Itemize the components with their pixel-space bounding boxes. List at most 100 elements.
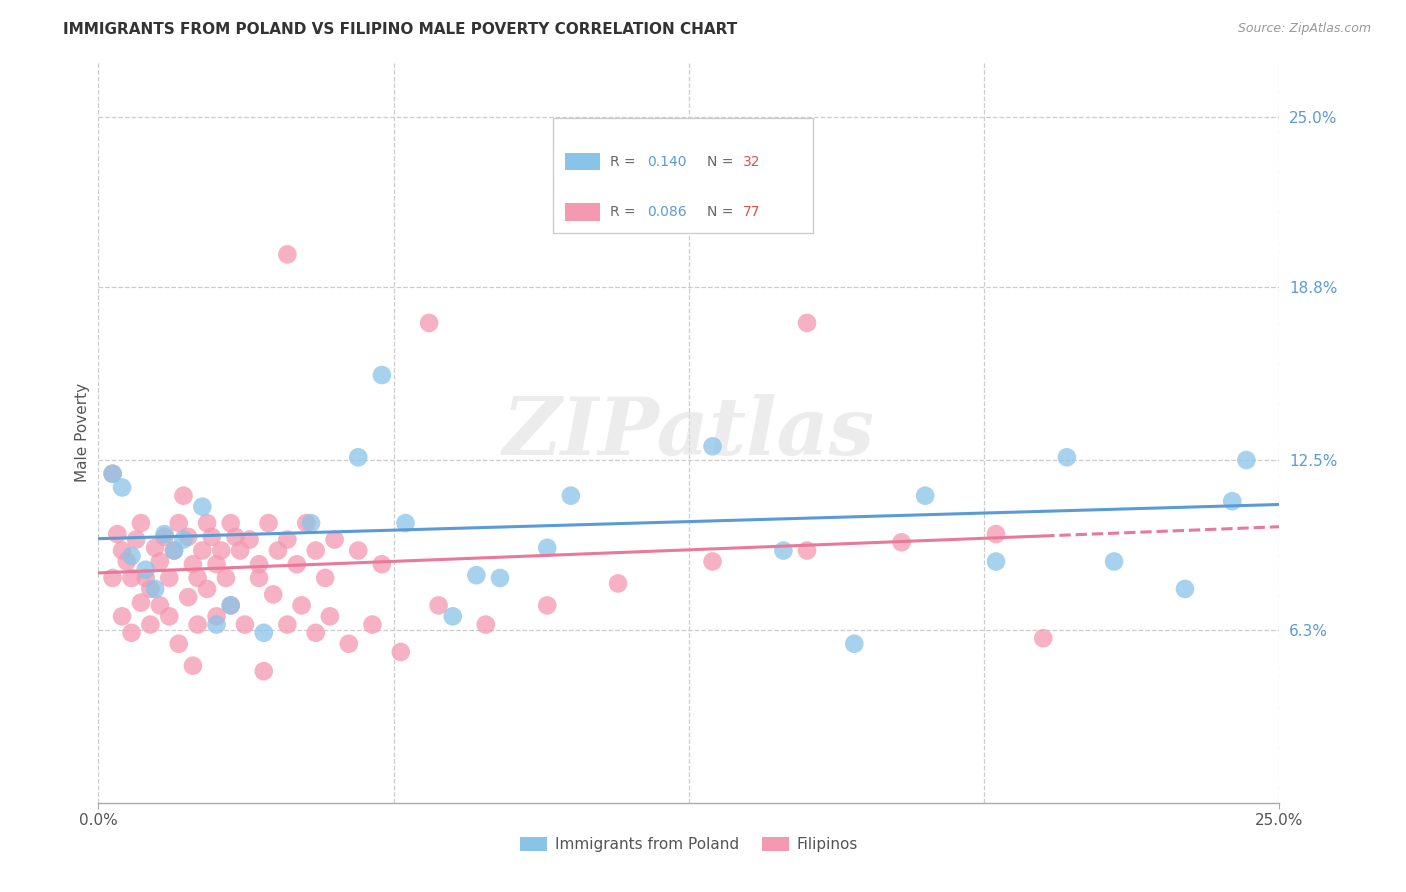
Point: [347, 543, 370, 558]
Point: [191, 500, 214, 514]
Point: [796, 316, 818, 330]
Point: [796, 543, 818, 558]
Point: [172, 533, 194, 547]
Point: [121, 571, 143, 585]
Point: [121, 549, 143, 563]
Point: [157, 571, 180, 585]
Point: [135, 571, 157, 585]
Point: [465, 568, 488, 582]
Point: [172, 489, 194, 503]
Point: [219, 516, 242, 530]
Point: [149, 554, 172, 568]
Point: [163, 543, 186, 558]
Text: N =: N =: [707, 154, 737, 169]
Point: [163, 543, 186, 558]
Text: R =: R =: [610, 154, 640, 169]
Point: [253, 664, 276, 678]
Text: 0.140: 0.140: [648, 154, 688, 169]
Point: [101, 467, 124, 481]
Point: [219, 599, 242, 613]
Text: 0.086: 0.086: [648, 205, 688, 219]
Point: [191, 543, 214, 558]
Point: [1102, 554, 1125, 568]
Point: [1056, 450, 1078, 465]
Point: [135, 563, 157, 577]
Point: [143, 582, 166, 596]
Point: [389, 645, 412, 659]
Point: [536, 541, 558, 555]
Point: [111, 480, 134, 494]
Point: [111, 609, 134, 624]
Point: [247, 571, 270, 585]
Text: 32: 32: [744, 154, 761, 169]
Point: [984, 554, 1007, 568]
Point: [844, 637, 866, 651]
Point: [121, 625, 143, 640]
Point: [305, 543, 328, 558]
Point: [914, 489, 936, 503]
Point: [323, 533, 346, 547]
Point: [984, 527, 1007, 541]
Point: [105, 527, 128, 541]
Point: [276, 617, 298, 632]
Text: IMMIGRANTS FROM POLAND VS FILIPINO MALE POVERTY CORRELATION CHART: IMMIGRANTS FROM POLAND VS FILIPINO MALE …: [63, 22, 738, 37]
Point: [295, 516, 318, 530]
Point: [361, 617, 384, 632]
Point: [560, 489, 582, 503]
Point: [276, 247, 298, 261]
Point: [229, 543, 252, 558]
Point: [233, 617, 256, 632]
Point: [195, 516, 218, 530]
Point: [630, 206, 652, 220]
Point: [253, 625, 276, 640]
Point: [702, 554, 724, 568]
Point: [157, 609, 180, 624]
Text: N =: N =: [707, 205, 737, 219]
Point: [305, 625, 328, 640]
Point: [239, 533, 262, 547]
Point: [167, 516, 190, 530]
Point: [1032, 632, 1054, 646]
Text: ZIPatlas: ZIPatlas: [503, 394, 875, 471]
Point: [181, 558, 204, 572]
Point: [111, 543, 134, 558]
Point: [153, 527, 176, 541]
Point: [267, 543, 290, 558]
Point: [418, 316, 440, 330]
Point: [129, 596, 152, 610]
Point: [149, 599, 172, 613]
Point: [441, 609, 464, 624]
Point: [1174, 582, 1197, 596]
Point: [607, 576, 630, 591]
Legend: Immigrants from Poland, Filipinos: Immigrants from Poland, Filipinos: [513, 830, 865, 858]
Point: [139, 617, 162, 632]
Point: [314, 571, 336, 585]
Point: [890, 535, 912, 549]
Point: [1234, 453, 1257, 467]
Point: [262, 587, 284, 601]
Point: [181, 658, 204, 673]
Point: [371, 368, 394, 382]
Point: [115, 554, 138, 568]
Point: [195, 582, 218, 596]
Point: [215, 571, 238, 585]
Point: [205, 617, 228, 632]
Point: [276, 533, 298, 547]
Point: [187, 571, 209, 585]
Text: R =: R =: [610, 205, 640, 219]
Point: [187, 617, 209, 632]
Point: [205, 609, 228, 624]
FancyBboxPatch shape: [553, 118, 813, 233]
Y-axis label: Male Poverty: Male Poverty: [75, 383, 90, 483]
Point: [129, 516, 152, 530]
Point: [475, 617, 498, 632]
Text: 77: 77: [744, 205, 761, 219]
Point: [285, 558, 308, 572]
Point: [153, 530, 176, 544]
Point: [177, 530, 200, 544]
Point: [101, 467, 124, 481]
Bar: [565, 203, 600, 221]
Point: [427, 599, 450, 613]
Bar: [565, 153, 600, 170]
Point: [257, 516, 280, 530]
